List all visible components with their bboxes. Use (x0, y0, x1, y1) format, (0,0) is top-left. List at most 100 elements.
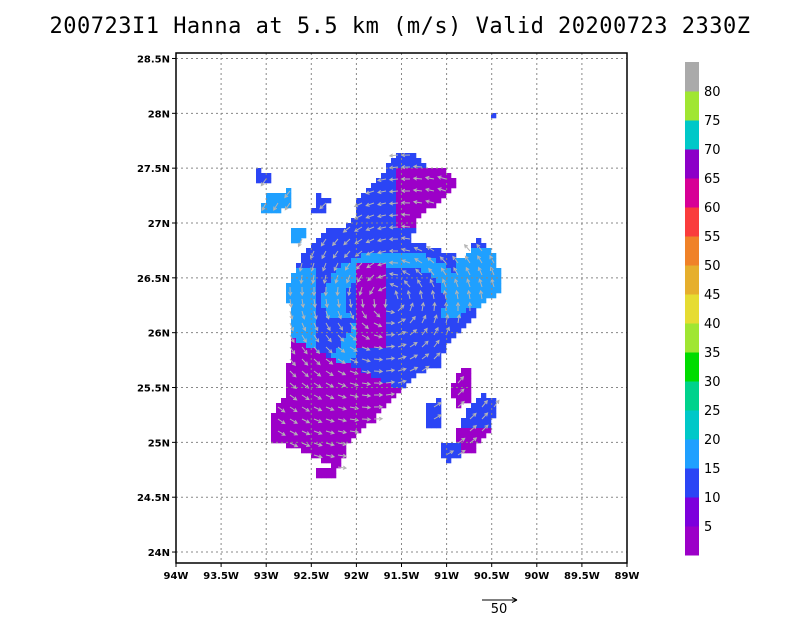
wind-speed-cell (356, 288, 362, 294)
wind-speed-cell (311, 338, 317, 344)
wind-speed-cell (321, 423, 327, 429)
wind-speed-cell (331, 353, 337, 359)
wind-speed-cell (481, 248, 487, 254)
wind-speed-cell (346, 243, 352, 249)
wind-speed-cell (491, 293, 497, 299)
wind-vector (299, 286, 305, 297)
wind-speed-cell (371, 258, 377, 264)
wind-vector (325, 418, 335, 423)
wind-speed-cell (386, 383, 392, 389)
wind-speed-cell (331, 373, 337, 379)
wind-speed-cell (336, 288, 342, 294)
wind-speed-cell (261, 203, 267, 209)
wind-speed-cell (356, 408, 362, 414)
wind-vector (365, 250, 375, 256)
wind-speed-cell (331, 263, 337, 269)
wind-speed-cell (356, 313, 362, 319)
wind-speed-cell (421, 243, 427, 249)
wind-speed-cell (296, 313, 302, 319)
wind-speed-cell (366, 208, 372, 214)
wind-speed-cell (361, 358, 367, 364)
wind-speed-cell (396, 158, 402, 164)
wind-speed-cell (381, 303, 387, 309)
wind-speed-cell (386, 343, 392, 349)
wind-speed-cell (471, 258, 477, 264)
wind-speed-cell (361, 293, 367, 299)
wind-speed-cell (376, 403, 382, 409)
wind-speed-cell (416, 193, 422, 199)
wind-speed-cell (276, 438, 282, 444)
wind-vector (337, 441, 348, 447)
wind-speed-cell (416, 248, 422, 254)
wind-speed-cell (286, 373, 292, 379)
wind-speed-cell (451, 333, 457, 339)
wind-speed-cell (396, 283, 402, 289)
wind-speed-cell (391, 183, 397, 189)
wind-speed-cell (411, 268, 417, 274)
wind-speed-cell (306, 438, 312, 444)
wind-speed-cell (286, 393, 292, 399)
wind-speed-cell (436, 418, 442, 424)
wind-speed-cell (436, 173, 442, 179)
wind-speed-cell (331, 438, 337, 444)
wind-speed-cell (311, 378, 317, 384)
wind-speed-cell (311, 333, 317, 339)
wind-speed-cell (446, 453, 452, 459)
wind-speed-cell (371, 238, 377, 244)
wind-speed-cell (426, 263, 432, 269)
wind-speed-cell (371, 383, 377, 389)
wind-speed-cell (371, 193, 377, 199)
wind-speed-cell (356, 418, 362, 424)
wind-speed-cell (346, 308, 352, 314)
wind-speed-cell (391, 263, 397, 269)
wind-speed-cell (471, 313, 477, 319)
wind-speed-cell (441, 338, 447, 344)
wind-speed-cell (331, 248, 337, 254)
wind-speed-cell (341, 378, 347, 384)
wind-speed-cell (311, 248, 317, 254)
wind-speed-cell (321, 368, 327, 374)
wind-speed-cell (391, 383, 397, 389)
wind-speed-cell (391, 298, 397, 304)
y-tick-label: 25.5N (137, 384, 170, 395)
wind-vector (349, 358, 359, 364)
wind-speed-cell (421, 348, 427, 354)
wind-speed-cell (411, 278, 417, 284)
wind-speed-cell (351, 428, 357, 434)
wind-speed-cell (431, 333, 437, 339)
wind-speed-cell (446, 273, 452, 279)
wind-speed-cell (386, 348, 392, 354)
wind-speed-cell (386, 353, 392, 359)
wind-speed-cell (396, 173, 402, 179)
wind-speed-cell (406, 268, 412, 274)
wind-speed-cell (306, 418, 312, 424)
wind-speed-cell (321, 443, 327, 449)
wind-speed-cell (396, 298, 402, 304)
wind-vector (325, 370, 334, 376)
wind-speed-cell (316, 323, 322, 329)
wind-vector (361, 393, 372, 398)
wind-speed-cell (291, 388, 297, 394)
wind-speed-cell (321, 348, 327, 354)
wind-speed-cell (401, 263, 407, 269)
wind-speed-cell (271, 203, 277, 209)
wind-speed-cell (276, 413, 282, 419)
wind-vector (337, 430, 348, 435)
wind-speed-cell (301, 443, 307, 449)
wind-speed-cell (271, 428, 277, 434)
wind-speed-cell (286, 198, 292, 204)
wind-speed-cell (306, 398, 312, 404)
wind-speed-cell (431, 403, 437, 409)
wind-speed-cell (341, 258, 347, 264)
wind-vector (289, 370, 297, 378)
x-tick-label: 89W (615, 571, 640, 582)
wind-speed-cell (321, 388, 327, 394)
wind-vector (325, 430, 335, 435)
wind-speed-cell (346, 418, 352, 424)
wind-speed-cell (361, 348, 367, 354)
wind-speed-cell (351, 383, 357, 389)
wind-vector (400, 164, 411, 170)
wind-speed-cell (311, 448, 317, 454)
wind-speed-cell (316, 288, 322, 294)
